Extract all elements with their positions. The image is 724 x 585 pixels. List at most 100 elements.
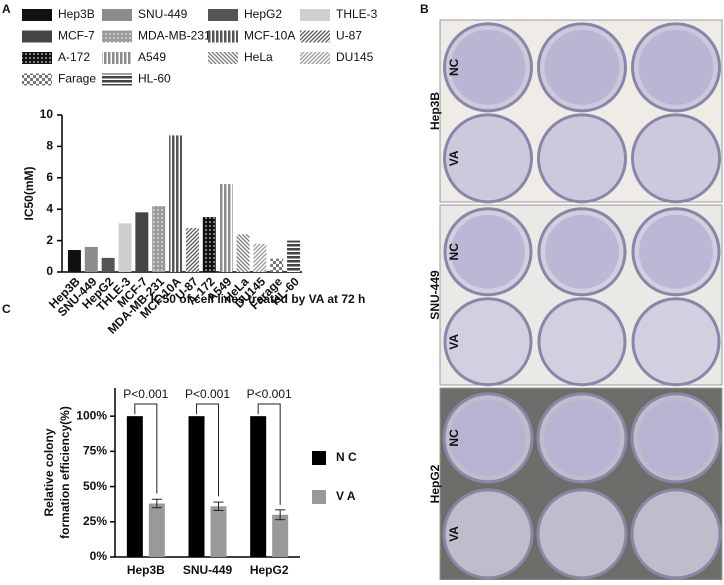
dish-inner xyxy=(450,120,526,196)
legend-swatch xyxy=(312,451,326,465)
panel-label: A xyxy=(2,2,11,16)
x-tick-label: SNU-449 xyxy=(183,563,233,577)
legend-label: MCF-7 xyxy=(58,29,95,43)
significance-bracket xyxy=(134,403,158,494)
y-tick-label: 25% xyxy=(83,514,107,528)
row-label: VA xyxy=(447,526,461,542)
bar xyxy=(236,234,250,272)
legend-label: U-87 xyxy=(336,29,362,43)
row-label: VA xyxy=(447,150,461,166)
y-tick-label: 2 xyxy=(46,233,53,247)
bar xyxy=(250,416,267,557)
row-label: NC xyxy=(447,58,461,76)
legend-swatch xyxy=(22,52,52,64)
bar xyxy=(270,258,284,272)
legend-swatch xyxy=(102,9,132,21)
bar xyxy=(210,506,227,557)
legend-swatch xyxy=(102,30,132,43)
row-label: VA xyxy=(447,334,461,350)
row-label: NC xyxy=(447,429,461,447)
x-tick-label: HepG2 xyxy=(250,563,289,577)
legend-label: HepG2 xyxy=(244,7,282,21)
row-label: NC xyxy=(447,243,461,261)
legend-label: A549 xyxy=(138,50,166,64)
legend-swatch xyxy=(208,52,238,64)
bar xyxy=(135,212,149,272)
dish-inner xyxy=(545,214,619,289)
legend-label: V A xyxy=(336,489,356,503)
bar xyxy=(287,240,301,272)
bar xyxy=(67,250,81,272)
dish-inner xyxy=(544,29,620,105)
y-axis-label: IC50(mM) xyxy=(22,166,36,220)
legend-swatch xyxy=(300,9,330,21)
bar xyxy=(272,514,289,557)
y-tick-label: 0% xyxy=(90,549,108,563)
y-tick-label: 0 xyxy=(46,264,53,278)
dish-inner xyxy=(544,120,620,196)
dish-inner xyxy=(638,495,714,572)
p-value: P<0.001 xyxy=(247,387,292,401)
bar xyxy=(118,223,132,272)
error-bar xyxy=(275,509,286,521)
dish-inner xyxy=(450,495,526,572)
panel-label: C xyxy=(2,302,11,316)
legend-swatch xyxy=(22,73,52,86)
bar xyxy=(185,228,199,272)
y-tick-label: 6 xyxy=(46,170,53,184)
legend-swatch xyxy=(102,52,132,64)
bar xyxy=(84,246,98,272)
p-value: P<0.001 xyxy=(123,387,168,401)
dish-inner xyxy=(639,214,713,289)
significance-bracket xyxy=(257,403,281,505)
y-tick-label: 10 xyxy=(40,107,54,121)
bar xyxy=(219,184,233,272)
p-value: P<0.001 xyxy=(185,387,230,401)
y-tick-label: 4 xyxy=(46,201,53,215)
dish-inner xyxy=(544,495,620,572)
legend-label: SNU-449 xyxy=(138,7,188,21)
legend-swatch xyxy=(22,9,52,21)
dish-inner xyxy=(544,399,620,476)
legend-label: Hep3B xyxy=(58,7,95,21)
legend-swatch xyxy=(102,73,132,86)
cell-line-label: Hep3B xyxy=(428,92,442,130)
bar xyxy=(101,257,115,272)
legend-label: HeLa xyxy=(244,50,273,64)
y-tick-label: 100% xyxy=(76,408,107,422)
legend-label: Farage xyxy=(58,72,96,86)
legend-label: DU145 xyxy=(336,50,374,64)
dish-inner xyxy=(638,29,714,105)
error-bar xyxy=(151,498,162,509)
legend-label: HL-60 xyxy=(138,72,171,86)
legend-swatch xyxy=(208,30,238,43)
dish-inner xyxy=(638,120,714,196)
dish-inner xyxy=(450,399,526,476)
chart-title: IC50 of cell lines treated by VA at 72 h xyxy=(151,292,366,306)
dish-inner xyxy=(639,304,713,379)
dish-inner xyxy=(451,304,525,379)
bar xyxy=(148,503,165,557)
cell-line-label: SNU-449 xyxy=(428,270,442,320)
bar xyxy=(169,135,183,272)
legend-swatch xyxy=(300,30,330,43)
x-tick-label: Hep3B xyxy=(127,563,165,577)
bar xyxy=(202,217,216,272)
bar xyxy=(188,416,205,557)
legend-label: MDA-MB-231 xyxy=(138,29,211,43)
y-tick-label: 75% xyxy=(83,444,107,458)
legend-swatch xyxy=(208,9,238,21)
bar xyxy=(126,416,143,557)
legend-label: THLE-3 xyxy=(336,7,378,21)
legend-label: A-172 xyxy=(58,50,90,64)
panel-label: B xyxy=(420,2,429,16)
error-bar xyxy=(213,501,224,512)
bar xyxy=(152,206,166,272)
legend-label: MCF-10A xyxy=(244,29,295,43)
cell-line-label: HepG2 xyxy=(428,464,442,503)
dish-inner xyxy=(451,214,525,289)
legend-swatch xyxy=(300,52,330,64)
legend-swatch xyxy=(22,30,52,43)
dish-inner xyxy=(638,399,714,476)
